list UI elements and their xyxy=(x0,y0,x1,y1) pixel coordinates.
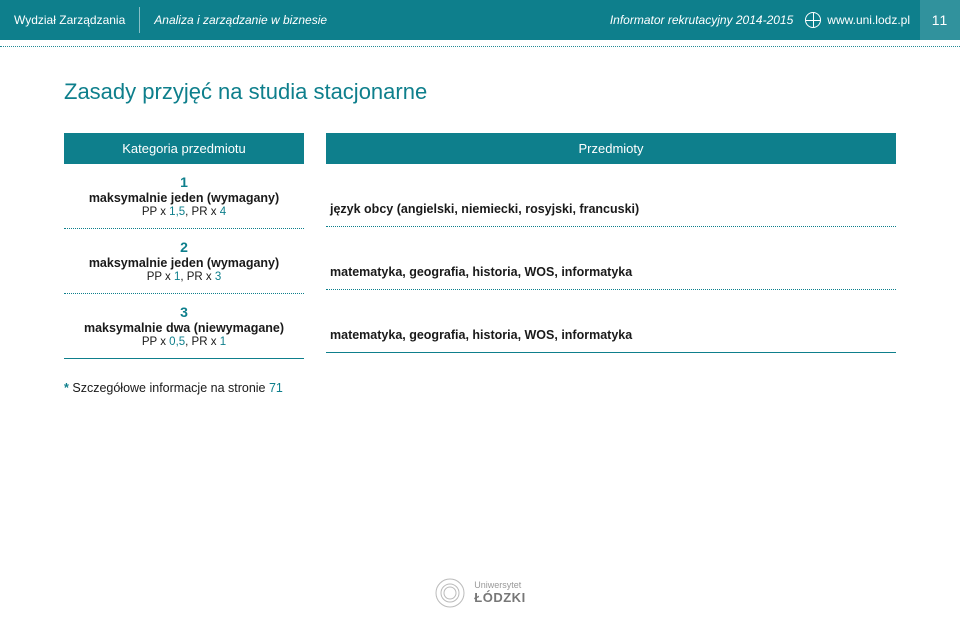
header-page-number: 11 xyxy=(920,0,960,40)
subjects-text: matematyka, geografia, historia, WOS, in… xyxy=(330,328,632,342)
globe-icon xyxy=(805,12,821,28)
category-multipliers: PP x 0,5, PR x 1 xyxy=(64,336,304,348)
page-header: Wydział Zarządzania Analiza i zarządzani… xyxy=(0,0,960,40)
header-program: Analiza i zarządzanie w biznesie xyxy=(140,0,341,40)
table-row: 3 maksymalnie dwa (niewymagane) PP x 0,5… xyxy=(64,294,304,359)
table-col-subjects: Przedmioty język obcy (angielski, niemie… xyxy=(326,133,896,359)
table-row: 1 maksymalnie jeden (wymagany) PP x 1,5,… xyxy=(64,164,304,229)
category-multipliers: PP x 1,5, PR x 4 xyxy=(64,206,304,218)
university-seal-icon xyxy=(434,577,466,609)
table-row: matematyka, geografia, historia, WOS, in… xyxy=(326,227,896,290)
table-row: 2 maksymalnie jeden (wymagany) PP x 1, P… xyxy=(64,229,304,294)
header-divider xyxy=(0,46,960,47)
subjects-text: język obcy (angielski, niemiecki, rosyjs… xyxy=(330,202,639,216)
category-number: 1 xyxy=(64,174,304,190)
footnote-asterisk: * xyxy=(64,381,69,395)
page-content: Zasady przyjęć na studia stacjonarne Kat… xyxy=(0,47,960,395)
university-label: Uniwersytet ŁÓDZKI xyxy=(474,581,525,605)
header-info: Informator rekrutacyjny 2014-2015 xyxy=(600,13,803,27)
header-url[interactable]: www.uni.lodz.pl xyxy=(827,13,920,27)
subjects-text: matematyka, geografia, historia, WOS, in… xyxy=(330,265,632,279)
table-row: matematyka, geografia, historia, WOS, in… xyxy=(326,290,896,353)
category-number: 3 xyxy=(64,304,304,320)
category-label: maksymalnie jeden (wymagany) xyxy=(64,191,304,205)
page-title: Zasady przyjęć na studia stacjonarne xyxy=(64,79,896,105)
category-number: 2 xyxy=(64,239,304,255)
admission-table: Kategoria przedmiotu 1 maksymalnie jeden… xyxy=(64,133,896,359)
category-label: maksymalnie dwa (niewymagane) xyxy=(64,321,304,335)
header-faculty: Wydział Zarządzania xyxy=(0,0,139,40)
category-label: maksymalnie jeden (wymagany) xyxy=(64,256,304,270)
table-row: język obcy (angielski, niemiecki, rosyjs… xyxy=(326,164,896,227)
table-header-category: Kategoria przedmiotu xyxy=(64,133,304,164)
university-big: ŁÓDZKI xyxy=(474,591,525,605)
table-col-category: Kategoria przedmiotu 1 maksymalnie jeden… xyxy=(64,133,304,359)
footnote-page: 71 xyxy=(269,381,283,395)
footnote-text: Szczegółowe informacje na stronie xyxy=(72,381,269,395)
category-multipliers: PP x 1, PR x 3 xyxy=(64,271,304,283)
footnote: * Szczegółowe informacje na stronie 71 xyxy=(64,381,896,395)
table-header-subjects: Przedmioty xyxy=(326,133,896,164)
page-footer: Uniwersytet ŁÓDZKI xyxy=(0,577,960,609)
